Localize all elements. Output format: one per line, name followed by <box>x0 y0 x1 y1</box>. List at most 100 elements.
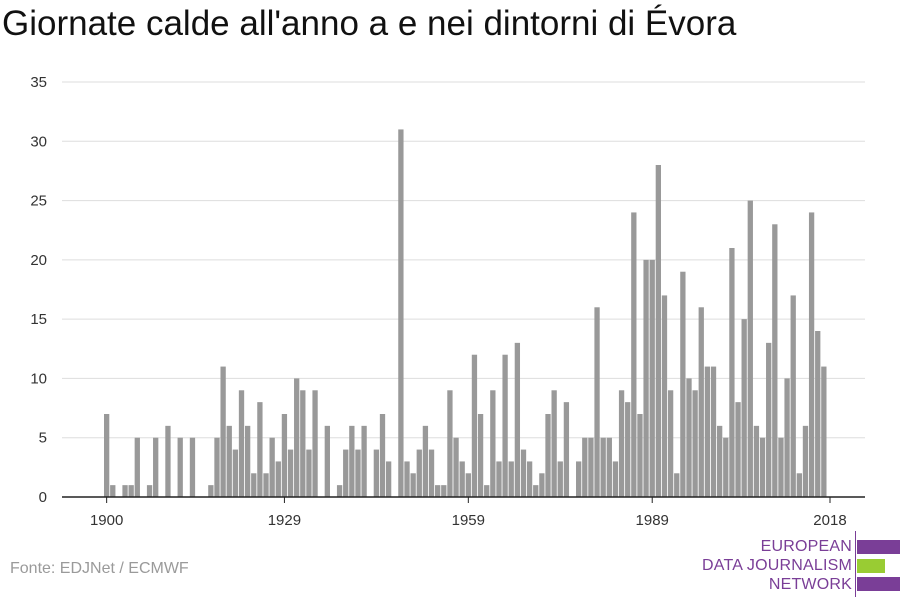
bar-2014[interactable] <box>802 425 809 497</box>
bar-1921[interactable] <box>232 449 239 497</box>
bar-1952[interactable] <box>422 425 429 497</box>
bar-1996[interactable] <box>692 390 698 497</box>
bar-1944[interactable] <box>373 449 380 497</box>
bar-1986[interactable] <box>631 212 637 497</box>
bar-2015[interactable] <box>808 212 815 497</box>
bar-1936[interactable] <box>324 425 330 497</box>
bar-1940[interactable] <box>349 425 355 497</box>
bar-1955[interactable] <box>441 485 447 497</box>
bar-1949[interactable] <box>404 461 410 497</box>
bar-1910[interactable] <box>165 425 171 497</box>
bar-1983[interactable] <box>612 461 619 497</box>
bar-1957[interactable] <box>453 437 459 497</box>
bar-1932[interactable] <box>300 390 306 497</box>
bar-1930[interactable] <box>287 449 294 497</box>
bar-1995[interactable] <box>686 378 692 497</box>
bar-1933[interactable] <box>306 449 312 497</box>
bar-1966[interactable] <box>508 461 514 497</box>
bar-1939[interactable] <box>343 449 349 497</box>
bar-1961[interactable] <box>477 414 484 497</box>
bar-1984[interactable] <box>618 390 625 497</box>
bar-1971[interactable] <box>539 473 545 497</box>
bar-1922[interactable] <box>238 390 245 497</box>
bar-2010[interactable] <box>778 437 784 497</box>
bar-1934[interactable] <box>312 390 318 497</box>
bar-1988[interactable] <box>643 259 649 497</box>
bar-2008[interactable] <box>766 342 772 497</box>
bar-2013[interactable] <box>796 473 802 497</box>
bar-1927[interactable] <box>269 437 275 497</box>
bar-1956[interactable] <box>447 390 453 497</box>
bar-1994[interactable] <box>680 271 686 497</box>
bar-1981[interactable] <box>600 437 606 497</box>
bar-1968[interactable] <box>520 449 527 497</box>
bar-1904[interactable] <box>128 485 134 497</box>
bar-1979[interactable] <box>588 437 594 497</box>
bar-1997[interactable] <box>698 307 704 497</box>
bar-1964[interactable] <box>496 461 502 497</box>
bar-1965[interactable] <box>502 354 508 497</box>
bar-1914[interactable] <box>189 437 196 497</box>
bar-1969[interactable] <box>526 461 533 497</box>
bar-1919[interactable] <box>220 366 226 497</box>
bar-1977[interactable] <box>576 461 582 497</box>
bar-1931[interactable] <box>294 378 300 497</box>
bar-2004[interactable] <box>741 319 747 497</box>
bar-1905[interactable] <box>134 437 140 497</box>
bar-1941[interactable] <box>355 449 361 497</box>
bar-2009[interactable] <box>772 224 778 498</box>
bar-2011[interactable] <box>784 378 790 497</box>
bar-2017[interactable] <box>821 366 827 497</box>
bar-1948[interactable] <box>398 129 404 497</box>
bar-1950[interactable] <box>410 473 416 497</box>
bar-1951[interactable] <box>416 449 422 497</box>
bar-1938[interactable] <box>336 485 343 497</box>
bar-2000[interactable] <box>717 425 723 497</box>
bar-1991[interactable] <box>661 295 668 497</box>
bar-1975[interactable] <box>563 402 570 497</box>
bar-1929[interactable] <box>281 414 288 497</box>
bar-1959[interactable] <box>465 473 471 497</box>
bar-1923[interactable] <box>244 425 251 497</box>
bar-1912[interactable] <box>177 437 183 497</box>
bar-2005[interactable] <box>747 200 753 497</box>
bar-1900[interactable] <box>104 414 110 497</box>
bar-1973[interactable] <box>551 390 557 497</box>
bar-1925[interactable] <box>257 402 263 497</box>
bar-1917[interactable] <box>208 485 214 497</box>
bar-2003[interactable] <box>735 402 741 497</box>
bar-1954[interactable] <box>435 485 441 497</box>
bar-1953[interactable] <box>428 449 435 497</box>
bar-1985[interactable] <box>625 402 631 497</box>
edjnet-logo[interactable]: EUROPEAN DATA JOURNALISM NETWORK <box>700 531 900 597</box>
bar-1901[interactable] <box>110 485 116 497</box>
bar-1982[interactable] <box>606 437 612 497</box>
bar-1946[interactable] <box>385 461 392 497</box>
bar-1920[interactable] <box>226 425 232 497</box>
bar-1974[interactable] <box>557 461 563 497</box>
bar-1960[interactable] <box>471 354 478 497</box>
bar-1924[interactable] <box>251 473 257 497</box>
bar-1998[interactable] <box>704 366 711 497</box>
bar-1907[interactable] <box>146 485 153 497</box>
bar-1990[interactable] <box>655 165 661 497</box>
bar-1972[interactable] <box>545 414 551 497</box>
bar-1962[interactable] <box>484 485 490 497</box>
bar-1928[interactable] <box>275 461 281 497</box>
bar-1970[interactable] <box>533 485 539 497</box>
bar-1978[interactable] <box>582 437 588 497</box>
bar-2006[interactable] <box>753 425 760 497</box>
bar-1987[interactable] <box>637 414 643 497</box>
bar-1967[interactable] <box>514 342 521 497</box>
bar-1945[interactable] <box>379 414 386 497</box>
bar-2007[interactable] <box>759 437 766 497</box>
bar-1989[interactable] <box>649 259 655 497</box>
bar-1999[interactable] <box>710 366 717 497</box>
bar-1908[interactable] <box>153 437 159 497</box>
bar-1963[interactable] <box>490 390 496 497</box>
bar-1958[interactable] <box>459 461 465 497</box>
bar-1992[interactable] <box>667 390 674 497</box>
bar-1993[interactable] <box>674 473 680 497</box>
bar-2002[interactable] <box>729 248 735 497</box>
bar-1918[interactable] <box>214 437 220 497</box>
